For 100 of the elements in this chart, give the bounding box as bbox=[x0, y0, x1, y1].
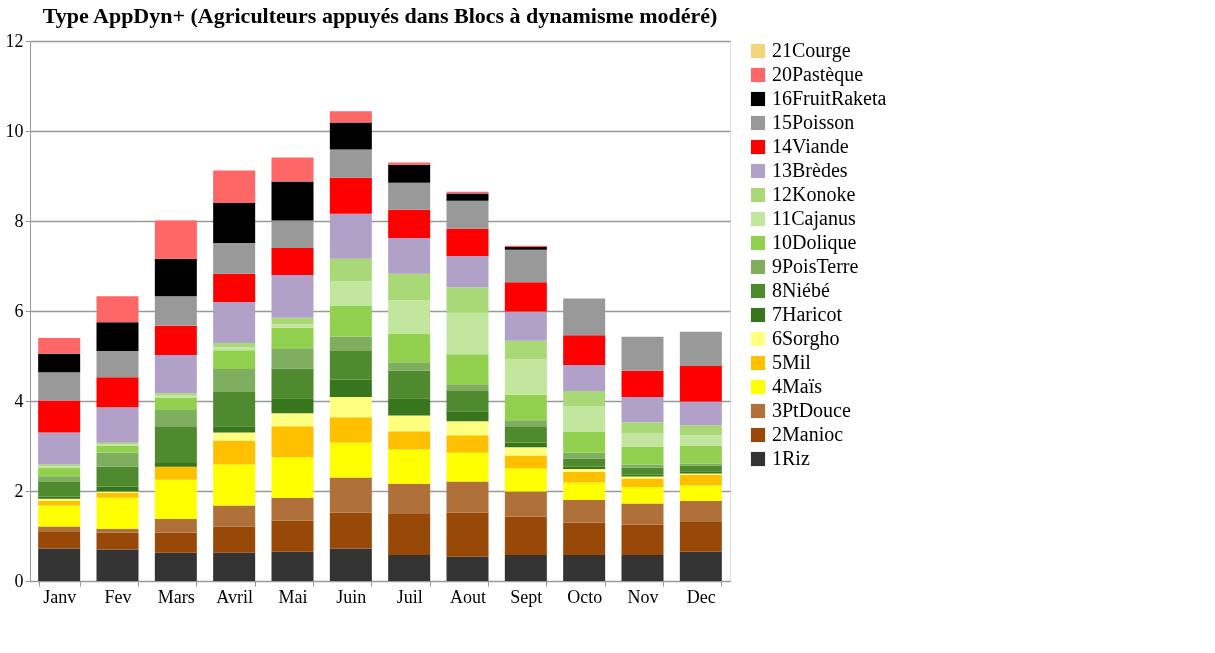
bar bbox=[329, 442, 372, 478]
bar bbox=[154, 410, 197, 427]
bar bbox=[271, 317, 314, 325]
bar bbox=[329, 512, 372, 549]
bar bbox=[271, 275, 314, 318]
bar bbox=[504, 491, 547, 517]
bar bbox=[388, 164, 431, 183]
bar bbox=[504, 282, 547, 312]
bar bbox=[446, 421, 489, 436]
bar bbox=[621, 467, 664, 475]
bar bbox=[213, 302, 256, 343]
bar bbox=[329, 548, 372, 581]
x-tick-label: Mars bbox=[157, 586, 195, 607]
bar bbox=[679, 401, 722, 426]
bar bbox=[504, 516, 547, 555]
bar bbox=[446, 256, 489, 288]
bar bbox=[621, 478, 664, 487]
bar bbox=[446, 556, 489, 581]
bar bbox=[679, 435, 722, 446]
bar bbox=[38, 505, 81, 527]
legend-label: 20Pastèque bbox=[772, 63, 864, 86]
x-tick-label: Fev bbox=[104, 586, 132, 607]
bar bbox=[213, 350, 256, 370]
bar bbox=[154, 532, 197, 553]
bar bbox=[96, 296, 139, 323]
bar bbox=[38, 338, 81, 354]
bar bbox=[621, 396, 664, 423]
bar bbox=[679, 474, 722, 486]
bar bbox=[38, 476, 81, 482]
bar bbox=[446, 435, 489, 453]
bar bbox=[271, 457, 314, 498]
bar bbox=[213, 552, 256, 581]
bar bbox=[388, 300, 431, 334]
bar bbox=[563, 471, 606, 483]
bar bbox=[271, 368, 314, 399]
bar bbox=[504, 442, 547, 448]
bar bbox=[563, 500, 606, 523]
bar bbox=[38, 432, 81, 465]
bar bbox=[504, 394, 547, 421]
bar bbox=[563, 554, 606, 581]
bar bbox=[271, 157, 314, 182]
bar bbox=[38, 526, 81, 532]
bar bbox=[96, 377, 139, 408]
legend-label: 11Cajanus bbox=[772, 207, 856, 230]
legend-label: 9PoisTerre bbox=[772, 255, 859, 277]
bar bbox=[388, 398, 431, 416]
bar bbox=[154, 466, 197, 480]
legend-label: 12Konoke bbox=[772, 183, 856, 205]
bar bbox=[271, 497, 314, 521]
bar bbox=[621, 433, 664, 447]
legend-label: 10Dolique bbox=[772, 231, 857, 254]
y-tick-label: 12 bbox=[5, 30, 24, 51]
bar bbox=[96, 407, 139, 443]
bar bbox=[621, 503, 664, 525]
bar bbox=[679, 500, 722, 522]
legend-label: 7Haricot bbox=[772, 303, 843, 325]
bar bbox=[271, 398, 314, 414]
bar bbox=[213, 505, 256, 527]
bar bbox=[388, 513, 431, 555]
bar bbox=[621, 422, 664, 434]
bar bbox=[271, 348, 314, 369]
bar bbox=[271, 413, 314, 427]
bar bbox=[213, 347, 256, 351]
bar bbox=[38, 468, 81, 477]
bar bbox=[504, 420, 547, 427]
bar bbox=[563, 522, 606, 555]
bar bbox=[329, 213, 372, 259]
bar bbox=[446, 452, 489, 482]
bar bbox=[563, 365, 606, 392]
bar bbox=[679, 331, 722, 366]
bar bbox=[563, 335, 606, 365]
bar bbox=[213, 426, 256, 433]
bar bbox=[388, 238, 431, 274]
bar bbox=[154, 552, 197, 581]
y-tick-label: 10 bbox=[5, 120, 24, 141]
legend-label: 16FruitRaketa bbox=[772, 87, 887, 109]
bar bbox=[96, 528, 139, 533]
bar bbox=[388, 333, 431, 363]
bar bbox=[388, 370, 431, 399]
chart-title: Type AppDyn+ (Agriculteurs appuyés dans Blocs à dynamisme modéré) bbox=[42, 3, 718, 28]
bar bbox=[504, 359, 547, 395]
bar bbox=[96, 322, 139, 352]
bar bbox=[446, 287, 489, 313]
bar bbox=[446, 228, 489, 257]
bar bbox=[388, 483, 431, 514]
bar bbox=[621, 464, 664, 468]
bar bbox=[38, 400, 81, 433]
bar bbox=[679, 465, 722, 472]
bar bbox=[504, 447, 547, 456]
bar bbox=[446, 193, 489, 201]
bar bbox=[154, 479, 197, 519]
legend-label: 21Courge bbox=[772, 39, 851, 62]
bar bbox=[679, 365, 722, 402]
bar bbox=[621, 446, 664, 465]
bar bbox=[271, 248, 314, 275]
bar bbox=[213, 203, 256, 244]
bar bbox=[504, 311, 547, 341]
y-tick-label: 6 bbox=[14, 300, 24, 321]
bar bbox=[154, 220, 197, 259]
legend-label: 8Niébé bbox=[772, 279, 830, 301]
